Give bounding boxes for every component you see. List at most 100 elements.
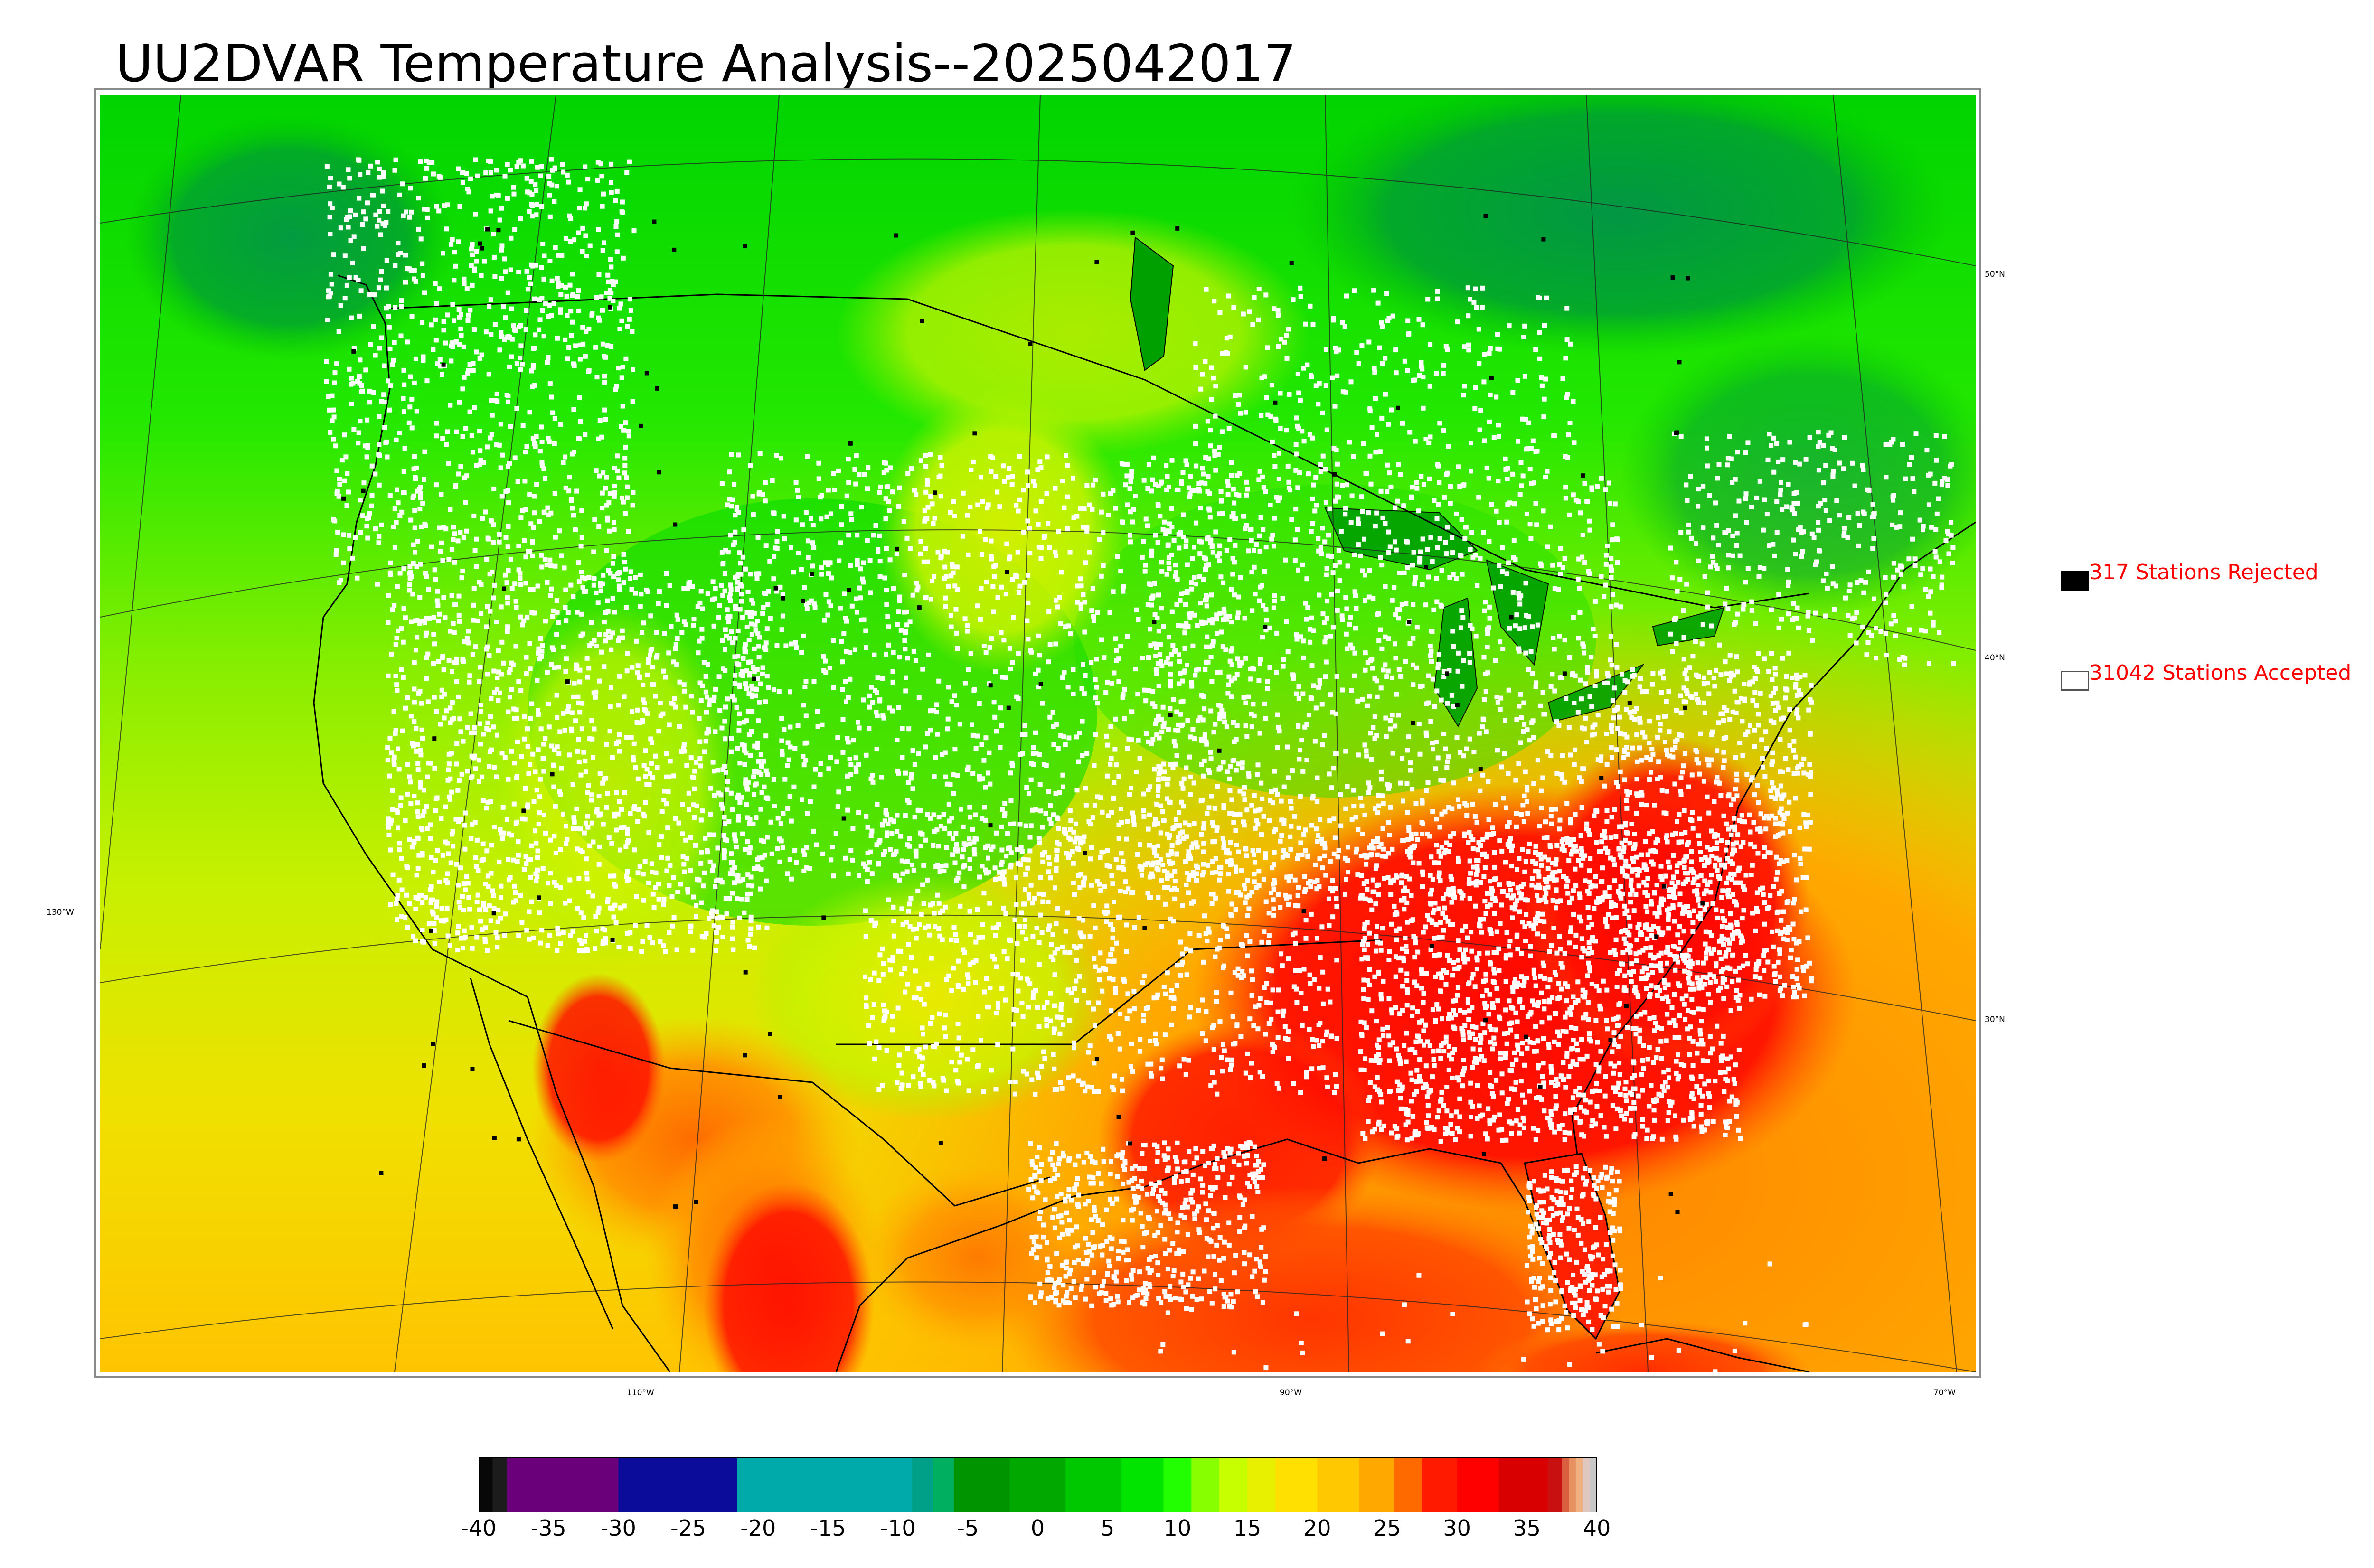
station-marker <box>1356 516 1361 522</box>
station-marker <box>1074 514 1080 519</box>
station-marker <box>1548 814 1554 819</box>
station-marker <box>477 462 482 467</box>
station-marker <box>993 474 999 479</box>
station-marker <box>1156 794 1160 798</box>
station-marker <box>1344 606 1349 611</box>
station-marker <box>688 755 694 761</box>
station-marker <box>532 510 537 516</box>
station-marker <box>465 725 470 730</box>
station-marker <box>1220 644 1225 649</box>
station-marker <box>780 613 785 619</box>
station-marker <box>511 191 517 197</box>
station-marker <box>500 452 505 458</box>
station-marker <box>1122 687 1127 692</box>
station-marker <box>1156 629 1161 634</box>
station-marker <box>1171 538 1177 543</box>
station-marker <box>1557 634 1562 639</box>
station-marker <box>372 292 377 298</box>
station-marker <box>1271 544 1276 549</box>
station-marker <box>1200 797 1205 802</box>
station-marker <box>1614 747 1619 752</box>
station-marker <box>444 906 450 911</box>
station-marker <box>673 816 678 821</box>
station-marker <box>870 700 876 705</box>
station-marker <box>1129 786 1134 791</box>
station-marker <box>782 727 787 732</box>
station-marker <box>595 600 601 605</box>
station-marker <box>1443 915 1448 920</box>
station-marker <box>1060 772 1065 778</box>
station-marker <box>1292 814 1297 819</box>
station-marker <box>1387 949 1392 954</box>
station-marker <box>401 675 406 680</box>
station-marker <box>532 383 537 388</box>
station-marker <box>589 798 594 803</box>
station-marker <box>820 851 826 856</box>
station-marker <box>547 381 553 386</box>
station-marker <box>1233 516 1238 521</box>
station-marker <box>1014 875 1018 881</box>
station-marker <box>1614 665 1620 670</box>
station-marker <box>568 497 574 502</box>
station-marker <box>1221 711 1226 716</box>
station-marker <box>1056 826 1061 831</box>
station-marker <box>1232 560 1237 565</box>
station-marker <box>1204 593 1209 598</box>
station-marker <box>870 773 875 778</box>
station-marker <box>613 279 618 284</box>
station-marker <box>390 607 395 612</box>
station-marker <box>506 568 511 573</box>
station-marker <box>522 714 527 719</box>
station-marker <box>538 173 543 178</box>
station-marker <box>1156 895 1161 900</box>
station-marker <box>441 319 446 324</box>
station-marker <box>1217 543 1223 548</box>
station-marker <box>1044 763 1049 768</box>
station-marker <box>587 736 593 742</box>
station-marker <box>539 265 544 270</box>
station-marker <box>1120 695 1125 700</box>
station-marker <box>407 837 412 842</box>
station-marker <box>630 399 635 404</box>
station-marker <box>527 492 532 497</box>
station-marker <box>433 577 438 582</box>
station-marker <box>534 482 539 487</box>
station-marker <box>641 682 646 687</box>
station-marker <box>549 586 554 592</box>
station-marker <box>905 656 910 661</box>
station-marker <box>456 900 462 905</box>
station-marker <box>513 898 518 903</box>
station-marker <box>575 846 580 852</box>
station-marker <box>951 570 956 575</box>
station-marker <box>479 611 484 616</box>
station-marker <box>407 215 412 220</box>
station-marker <box>1232 500 1237 506</box>
station-marker <box>815 724 820 729</box>
station-marker <box>1589 982 1594 986</box>
station-marker <box>602 620 607 625</box>
station-marker <box>471 602 476 608</box>
station-marker <box>523 327 528 332</box>
station-marker <box>1219 708 1225 713</box>
station-marker <box>1296 825 1301 830</box>
station-marker <box>1557 826 1562 832</box>
station-marker <box>952 747 958 752</box>
station-marker <box>997 504 1002 509</box>
station-marker <box>728 598 733 603</box>
station-marker <box>563 824 568 829</box>
station-marker <box>483 170 489 176</box>
station-marker <box>1308 695 1313 700</box>
station-marker <box>1496 479 1501 484</box>
station-marker <box>736 452 741 458</box>
station-marker <box>602 354 607 359</box>
station-marker <box>825 612 830 618</box>
station-marker <box>1277 729 1282 734</box>
station-marker <box>1333 498 1338 504</box>
station-marker <box>577 187 583 192</box>
station-marker <box>384 439 389 444</box>
station-marker <box>1566 725 1572 730</box>
station-marker <box>1025 618 1030 623</box>
station-marker <box>535 855 540 860</box>
station-marker <box>1562 638 1567 643</box>
station-marker <box>1083 560 1088 565</box>
